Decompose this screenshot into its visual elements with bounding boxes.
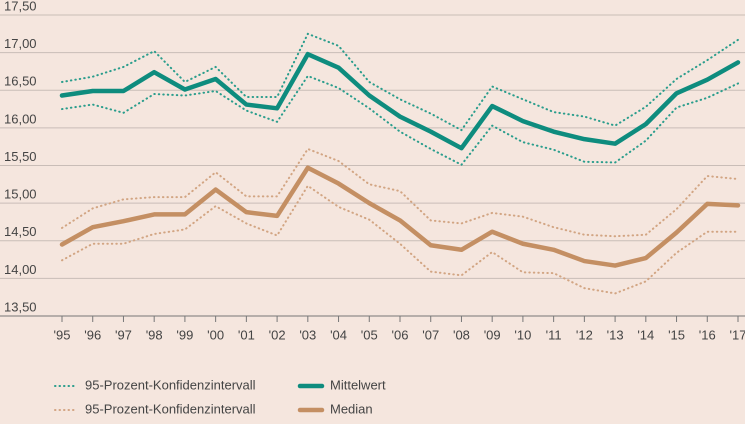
x-tick-label: '09 xyxy=(484,327,501,342)
confidence-line xyxy=(61,184,739,295)
x-tick-label: '00 xyxy=(207,327,224,342)
y-tick-label: 13,50 xyxy=(4,299,37,314)
x-tick-label: '01 xyxy=(238,327,255,342)
x-tick-label: '16 xyxy=(699,327,716,342)
y-tick-label: 16,50 xyxy=(4,74,37,89)
x-tick-label: '05 xyxy=(361,327,378,342)
x-tick-label: '96 xyxy=(84,327,101,342)
y-tick-label: 14,50 xyxy=(4,224,37,239)
legend-label: Mittelwert xyxy=(330,377,386,392)
x-tick-label: '12 xyxy=(576,327,593,342)
x-tick-label: '02 xyxy=(269,327,286,342)
confidence-line xyxy=(61,32,739,132)
x-tick-label: '11 xyxy=(546,327,562,342)
x-tick-label: '14 xyxy=(637,327,654,342)
x-tick-label: '08 xyxy=(453,327,470,342)
legend-label: 95-Prozent-Konfidenzintervall xyxy=(85,377,256,392)
x-tick-label: '15 xyxy=(668,327,685,342)
x-tick-label: '06 xyxy=(392,327,409,342)
y-tick-label: 17,00 xyxy=(4,36,37,51)
line xyxy=(59,165,741,268)
x-tick-label: '04 xyxy=(330,327,347,342)
x-tick-label: '99 xyxy=(176,327,193,342)
legend-label: Median xyxy=(330,401,373,416)
x-tick-label: '97 xyxy=(115,327,132,342)
y-tick-label: 14,00 xyxy=(4,262,37,277)
x-tick-label: '07 xyxy=(422,327,439,342)
y-tick-label: 15,50 xyxy=(4,149,37,164)
y-tick-label: 16,00 xyxy=(4,111,37,126)
x-tick-label: '10 xyxy=(514,327,531,342)
x-tick-label: '95 xyxy=(54,327,71,342)
y-tick-label: 15,00 xyxy=(4,187,37,202)
line xyxy=(59,51,741,151)
y-tick-label: 17,50 xyxy=(4,0,37,13)
x-tick-label: '13 xyxy=(607,327,624,342)
x-tick-label: '03 xyxy=(299,327,316,342)
x-tick-label: '98 xyxy=(146,327,163,342)
confidence-line xyxy=(61,74,739,166)
x-tick-label: '17 xyxy=(730,327,745,342)
legend-label: 95-Prozent-Konfidenzintervall xyxy=(85,401,256,416)
